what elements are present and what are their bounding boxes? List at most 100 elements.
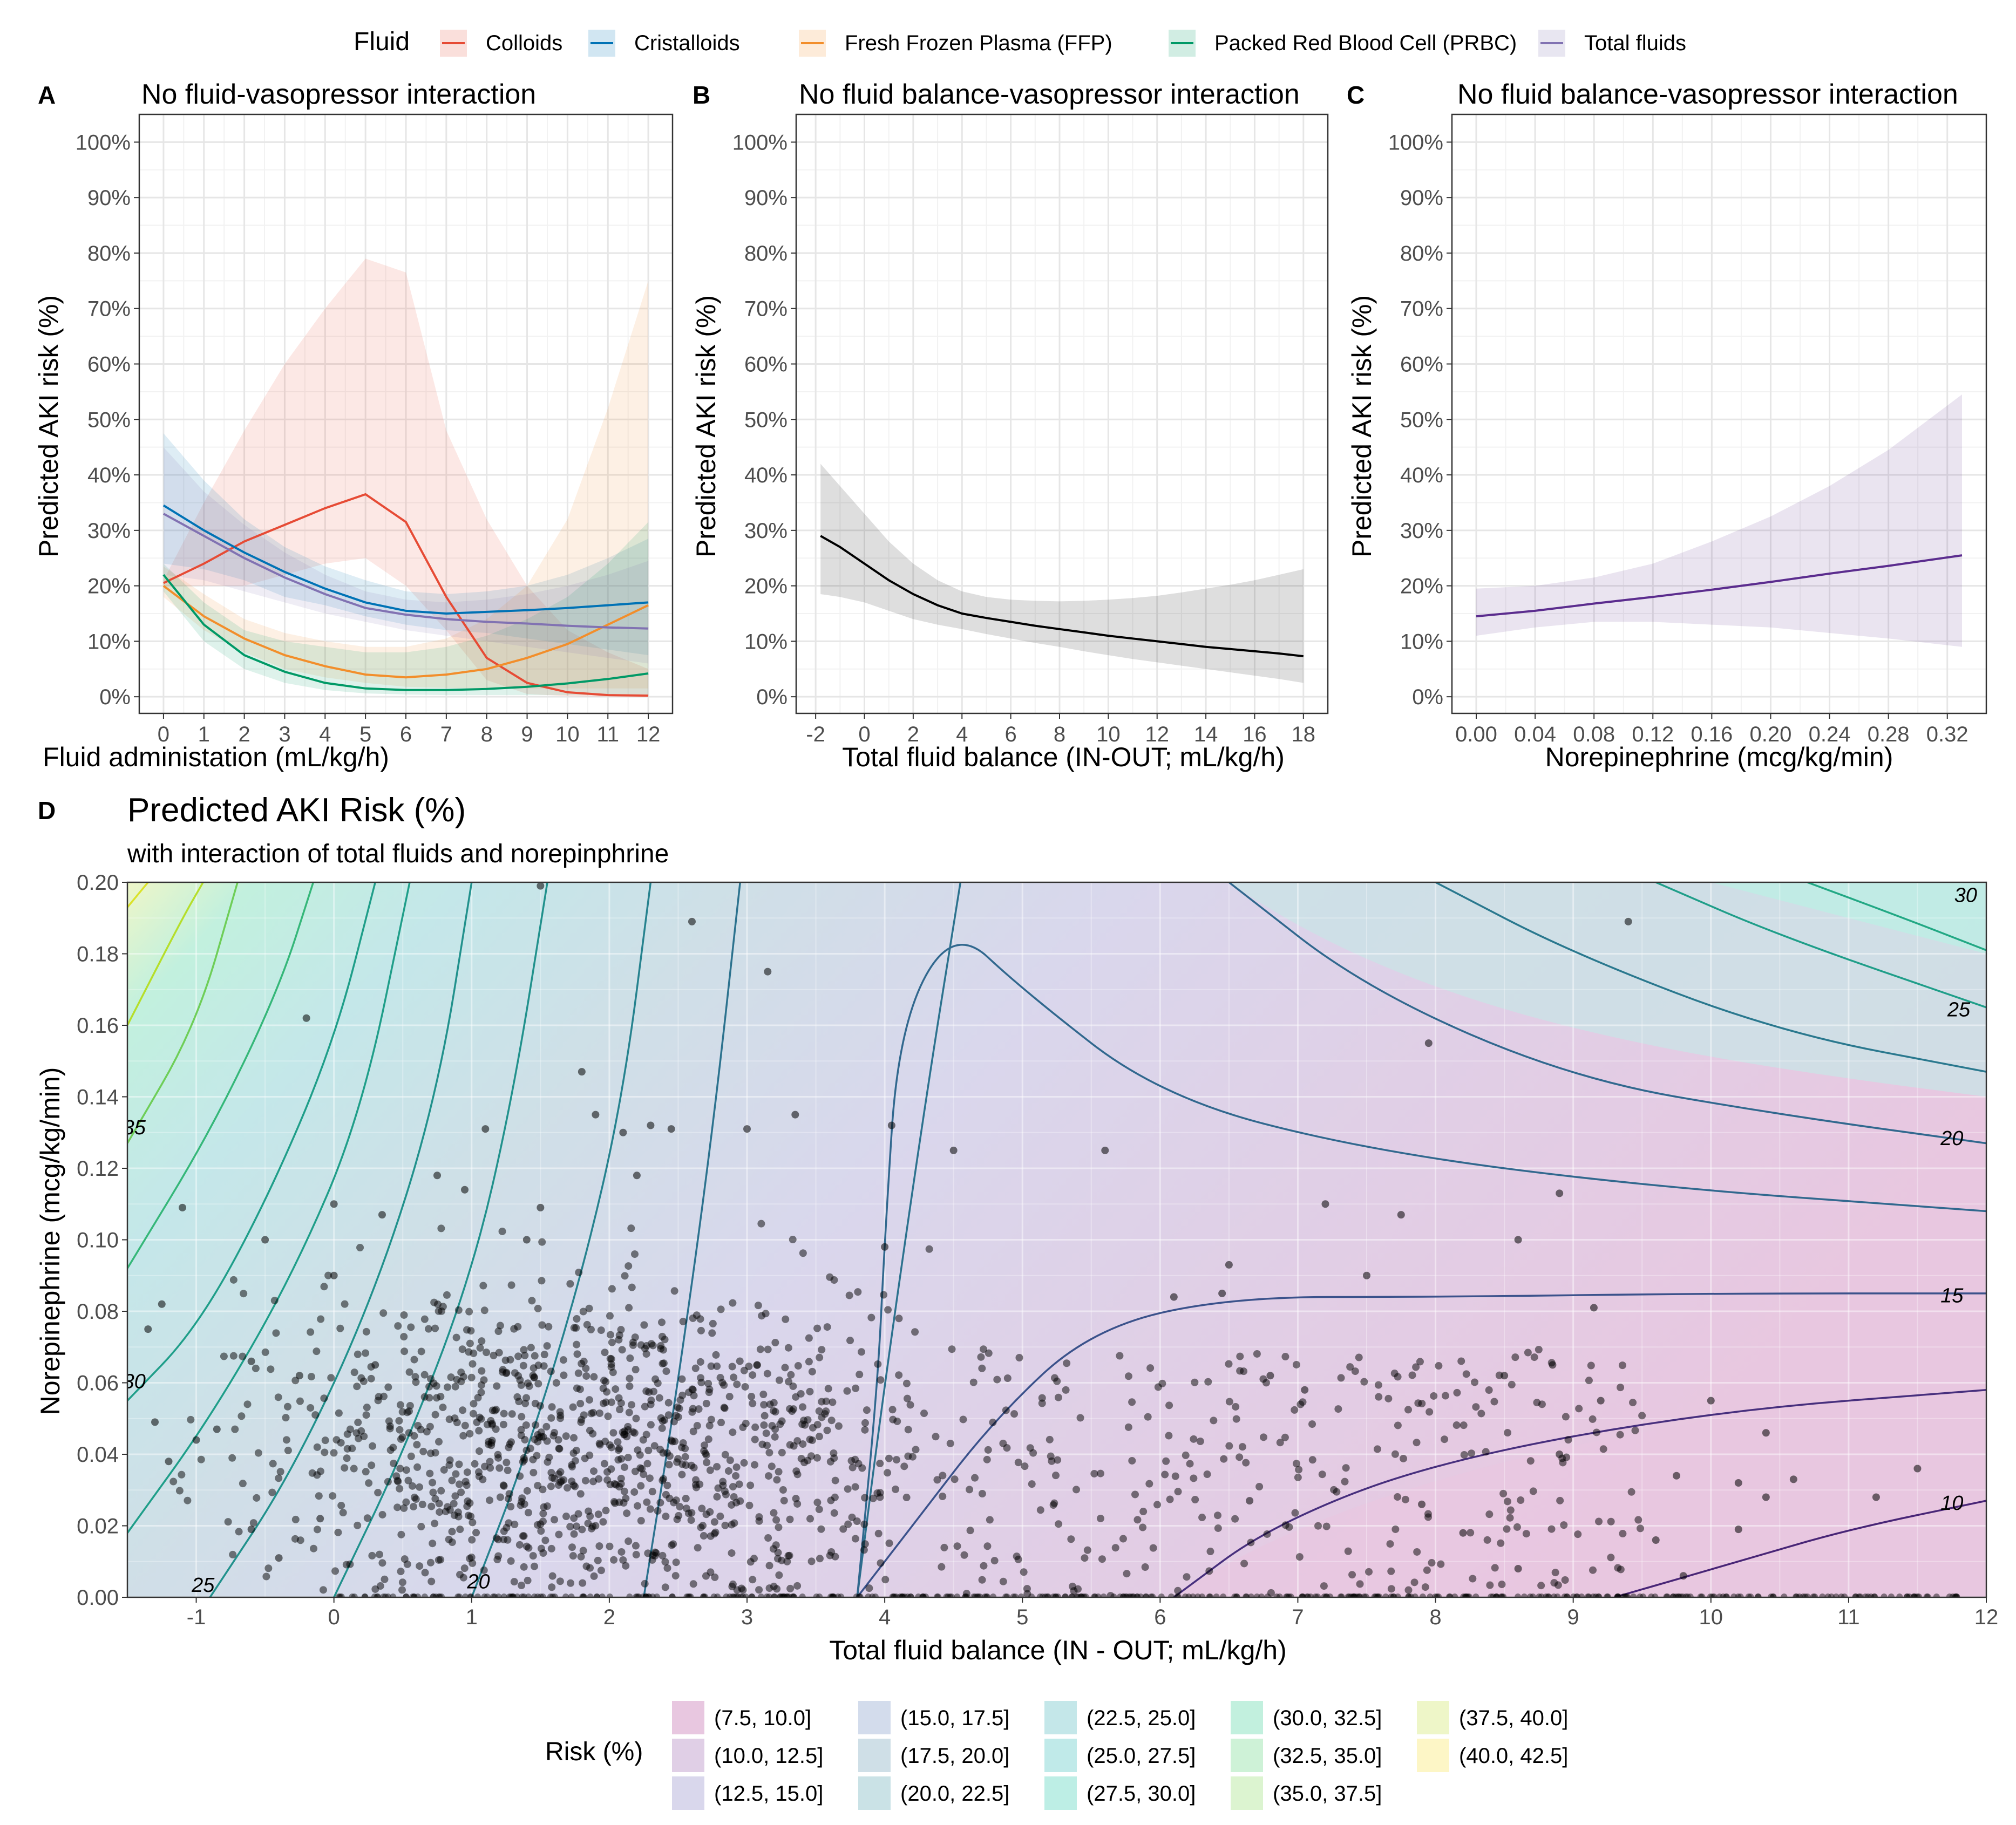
scatter-point: [822, 1407, 830, 1415]
scatter-point: [1321, 1200, 1329, 1208]
scatter-point-zero: [1213, 1594, 1220, 1597]
scatter-point: [1139, 1523, 1147, 1531]
scatter-point: [307, 1373, 315, 1381]
scatter-point: [797, 1390, 805, 1398]
scatter-point-zero: [1122, 1594, 1129, 1597]
panel-a-xtick-label: 3: [279, 723, 290, 746]
scatter-point: [410, 1503, 418, 1511]
scatter-point: [559, 1356, 567, 1364]
scatter-point: [658, 1318, 666, 1326]
scatter-point: [392, 1472, 401, 1480]
scatter-point: [736, 1497, 744, 1505]
scatter-point-zero: [520, 1594, 527, 1597]
panel-d-ytick-label: 0.04: [77, 1443, 119, 1467]
scatter-point-zero: [507, 1594, 514, 1597]
scatter-point: [662, 1490, 670, 1499]
scatter-point: [443, 1503, 451, 1511]
scatter-point: [465, 1308, 473, 1316]
panel-b-ytick-label: 100%: [732, 131, 788, 154]
scatter-point-zero: [1910, 1594, 1917, 1597]
scatter-point: [1003, 1374, 1012, 1382]
scatter-point: [626, 1382, 634, 1390]
scatter-point-zero: [1117, 1594, 1124, 1597]
scatter-point: [534, 1482, 542, 1490]
scatter-point-zero: [1679, 1594, 1686, 1597]
scatter-point: [682, 1504, 690, 1513]
scatter-point: [646, 1505, 654, 1513]
scatter-point: [1014, 1459, 1022, 1467]
scatter-point: [804, 1456, 812, 1465]
scatter-point-zero: [1394, 1594, 1401, 1597]
scatter-point: [569, 1449, 578, 1458]
scatter-point: [751, 1423, 759, 1431]
scatter-point: [368, 1461, 376, 1469]
scatter-point: [787, 1371, 795, 1379]
scatter-point: [537, 1520, 545, 1528]
scatter-point: [1526, 1457, 1535, 1465]
panel-d-xlabel: Total fluid balance (IN - OUT; mL/kg/h): [829, 1635, 1287, 1665]
scatter-point: [615, 1445, 623, 1453]
scatter-point-zero: [1500, 1594, 1507, 1597]
scatter-point: [341, 1464, 349, 1472]
scatter-point: [556, 1414, 565, 1422]
scatter-point: [307, 1328, 315, 1336]
scatter-point: [610, 1556, 618, 1564]
fluid-legend: Fluid Colloids Cristalloids Fresh Frozen P…: [354, 28, 1686, 57]
scatter-point: [267, 1365, 275, 1373]
scatter-point: [478, 1367, 486, 1375]
scatter-point-zero: [1904, 1594, 1911, 1597]
panel-d-xtick-label: -1: [187, 1605, 206, 1629]
scatter-point-zero: [1871, 1594, 1878, 1597]
scatter-point: [1491, 1564, 1499, 1572]
scatter-point: [554, 1436, 562, 1444]
scatter-point-zero: [1182, 1594, 1189, 1597]
scatter-point: [676, 1503, 684, 1511]
scatter-point-zero: [1953, 1594, 1960, 1597]
panel-a-line-1: [162, 504, 649, 615]
scatter-point: [500, 1409, 508, 1418]
scatter-point-zero: [1699, 1594, 1706, 1597]
scatter-point: [276, 1468, 284, 1476]
scatter-point: [473, 1418, 481, 1426]
panel-a-ytick-label: 20%: [87, 575, 131, 598]
scatter-point: [1050, 1499, 1058, 1507]
scatter-point: [447, 1373, 455, 1381]
scatter-point: [1262, 1379, 1270, 1387]
scatter-point: [1232, 1415, 1240, 1423]
scatter-point: [568, 1477, 576, 1486]
contour-line-5: [127, 882, 411, 1534]
scatter-point-zero: [403, 1594, 410, 1597]
scatter-point-zero: [686, 1594, 693, 1597]
scatter-point: [1587, 1361, 1595, 1370]
scatter-point-zero: [633, 1594, 640, 1597]
scatter-point-zero: [1446, 1594, 1453, 1597]
risk-legend-key-13: [1417, 1739, 1449, 1772]
scatter-point: [682, 1461, 690, 1469]
scatter-point-zero: [1327, 1594, 1334, 1597]
scatter-point-zero: [385, 1594, 392, 1597]
scatter-point-zero: [732, 1594, 739, 1597]
scatter-point-zero: [1462, 1594, 1469, 1597]
scatter-point-zero: [934, 1594, 941, 1597]
scatter-point: [892, 1485, 900, 1493]
scatter-point: [274, 1393, 282, 1401]
scatter-point: [397, 1530, 405, 1538]
panel-d-ytick-label: 0.06: [77, 1372, 119, 1395]
scatter-point-zero: [1273, 1594, 1280, 1597]
scatter-point: [867, 1313, 875, 1322]
scatter-point: [632, 1414, 640, 1422]
scatter-point: [813, 1454, 821, 1462]
scatter-point-zero: [1914, 1594, 1921, 1597]
scatter-point: [589, 1429, 597, 1438]
scatter-point: [815, 1407, 823, 1415]
scatter-point: [1513, 1523, 1521, 1531]
scatter-point-zero: [1933, 1594, 1940, 1597]
scatter-point: [1414, 1399, 1422, 1407]
scatter-point: [1477, 1409, 1485, 1418]
scatter-point: [569, 1552, 577, 1560]
scatter-point: [617, 1480, 625, 1488]
scatter-point: [1351, 1367, 1359, 1375]
scatter-point: [749, 1399, 757, 1407]
scatter-point-zero: [1062, 1594, 1069, 1597]
scatter-point: [1346, 1363, 1354, 1371]
